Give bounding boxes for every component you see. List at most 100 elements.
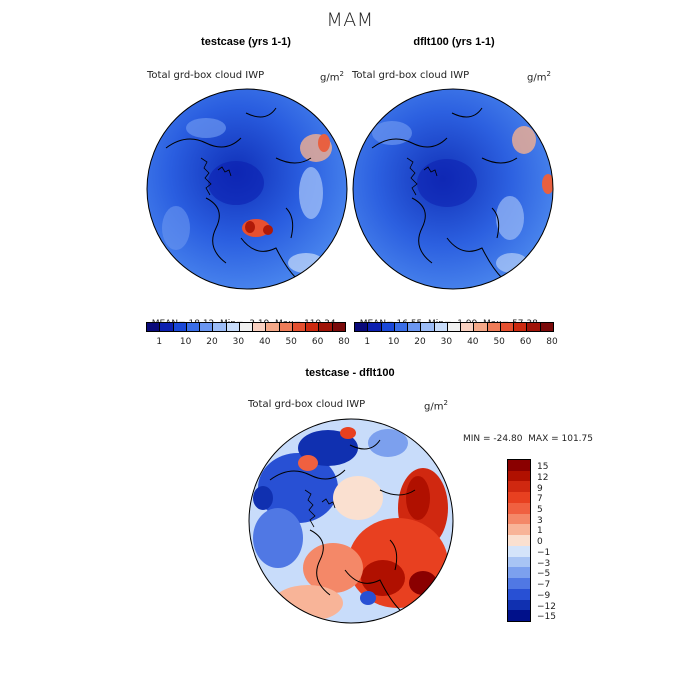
difference-colorbar-tick-label: 15	[537, 462, 549, 473]
difference-colorbar	[507, 459, 531, 622]
difference-units-exp: 2	[443, 399, 448, 407]
panel1-colorbar-swatch	[266, 323, 280, 331]
panel1-colorbar-tick-label: 40	[259, 337, 271, 347]
panel2-polar-map	[352, 88, 554, 290]
difference-colorbar-swatch	[508, 513, 530, 525]
panel1-units-exp: 2	[339, 70, 344, 78]
panel1-units: g/m2	[320, 70, 344, 83]
panel1-colorbar-swatch	[160, 323, 174, 331]
panel2-colorbar-tick-label: 80	[546, 337, 558, 347]
panel1-colorbar-swatch	[226, 323, 240, 331]
panel1-colorbar-swatch	[306, 323, 320, 331]
panel2-units-base: g/m	[527, 72, 547, 84]
difference-minmax: MIN = -24.80 MAX = 101.75	[463, 434, 593, 444]
difference-colorbar-swatch	[508, 578, 530, 589]
panel2-colorbar-tick-label: 30	[440, 337, 453, 347]
panel1-colorbar-swatch	[147, 323, 161, 331]
panel2-colorbar	[354, 322, 554, 332]
panel2-colorbar-swatch	[394, 323, 409, 331]
difference-colorbar-swatch	[508, 567, 530, 579]
panel2-variable: Total grd-box cloud IWP	[352, 70, 470, 81]
panel1-colorbar-tick-label: 1	[156, 337, 163, 347]
panel1-colorbar-swatch	[279, 323, 293, 331]
panel1-colorbar-tick-label: 20	[206, 337, 218, 347]
panel1-variable: Total grd-box cloud IWP	[147, 70, 265, 81]
difference-colorbar-tick-label: 0	[537, 537, 543, 548]
difference-colorbar-swatch	[508, 481, 530, 493]
panel1-colorbar-swatch	[200, 323, 214, 331]
difference-colorbar-tick-label: 12	[537, 472, 549, 483]
difference-colorbar-swatch	[508, 524, 530, 536]
panel1-colorbar-swatch	[213, 323, 227, 331]
panel1-polar-map	[146, 88, 348, 290]
panel2-colorbar-tick-label: 10	[387, 337, 400, 347]
difference-colorbar-tick-label: −12	[537, 601, 556, 612]
panel2-units: g/m2	[527, 70, 551, 83]
difference-colorbar-swatch	[508, 470, 530, 482]
panel1-colorbar-swatch	[186, 323, 201, 331]
figure-title: MAM	[326, 9, 374, 31]
panel2-colorbar-swatch	[527, 323, 541, 331]
panel2-colorbar-swatch	[447, 323, 462, 331]
difference-colorbar-tick-label: −9	[537, 590, 551, 601]
difference-colorbar-swatch	[508, 556, 530, 568]
panel2-colorbar-swatch	[461, 323, 475, 331]
difference-colorbar-tick-label: 7	[537, 494, 543, 505]
difference-colorbar-tick-label: −5	[537, 569, 551, 580]
panel2-colorbar-tick-label: 50	[493, 337, 505, 347]
panel1-colorbar-swatch	[173, 323, 187, 331]
difference-colorbar-swatch	[508, 599, 530, 611]
panel1-colorbar-tick-label: 30	[232, 337, 245, 347]
difference-colorbar-tick-label: 9	[537, 483, 543, 494]
difference-colorbar-swatch	[508, 610, 530, 622]
difference-variable: Total grd-box cloud IWP	[248, 399, 366, 410]
panel2-colorbar-swatch	[421, 323, 435, 331]
panel2-colorbar-swatch	[474, 323, 488, 331]
difference-colorbar-tick-label: 3	[537, 515, 543, 526]
difference-colorbar-swatch	[508, 502, 530, 514]
panel1-title: testcase (yrs 1-1)	[201, 36, 291, 48]
panel2-colorbar-tick-label: 40	[467, 337, 479, 347]
panel1-colorbar-tick-label: 80	[338, 337, 350, 347]
panel1-colorbar-swatch	[253, 323, 267, 331]
panel2-colorbar-labels: 1 10 20 30 40 50 60 80	[354, 337, 557, 349]
panel2-colorbar-swatch	[514, 323, 528, 331]
difference-units-base: g/m	[424, 401, 444, 413]
panel1-colorbar-tick-label: 60	[311, 337, 324, 347]
panel1-colorbar-tick-label: 50	[285, 337, 297, 347]
difference-colorbar-swatch	[508, 460, 530, 471]
panel2-colorbar-tick-label: 1	[364, 337, 371, 347]
panel2-colorbar-swatch	[434, 323, 448, 331]
panel1-colorbar-labels: 1 10 20 30 40 50 60 80	[146, 337, 349, 349]
panel2-title: dflt100 (yrs 1-1)	[413, 36, 495, 48]
panel2-units-exp: 2	[546, 70, 551, 78]
difference-colorbar-tick-label: −15	[537, 612, 556, 623]
panel1-colorbar-swatch	[319, 323, 333, 331]
panel2-colorbar-swatch	[355, 323, 369, 331]
panel2-colorbar-swatch	[381, 323, 395, 331]
difference-colorbar-labels: 15 12 9 7 5 3 1 0 −1 −3 −5 −7 −9 −12 −15	[537, 459, 577, 623]
panel1-colorbar	[146, 322, 346, 332]
panel1-colorbar-swatch	[292, 323, 307, 331]
difference-colorbar-tick-label: −1	[537, 547, 551, 558]
panel1-units-base: g/m	[320, 72, 340, 84]
difference-colorbar-tick-label: −7	[537, 580, 551, 591]
panel2-colorbar-swatch	[408, 323, 422, 331]
panel2-colorbar-tick-label: 20	[414, 337, 426, 347]
panel2-colorbar-swatch	[368, 323, 382, 331]
difference-colorbar-tick-label: −3	[537, 558, 551, 569]
difference-colorbar-tick-label: 5	[537, 504, 543, 515]
difference-title: testcase - dflt100	[305, 367, 395, 379]
difference-units: g/m2	[424, 399, 448, 412]
difference-colorbar-tick-label: 1	[537, 526, 543, 537]
difference-colorbar-swatch	[508, 588, 530, 600]
panel2-colorbar-swatch	[487, 323, 501, 331]
panel1-colorbar-swatch	[332, 323, 345, 331]
difference-polar-map	[248, 418, 454, 624]
panel1-colorbar-swatch	[239, 323, 254, 331]
difference-colorbar-swatch	[508, 535, 530, 546]
panel2-colorbar-tick-label: 60	[519, 337, 532, 347]
difference-colorbar-swatch	[508, 545, 530, 557]
panel1-colorbar-tick-label: 10	[179, 337, 192, 347]
difference-colorbar-swatch	[508, 492, 530, 503]
